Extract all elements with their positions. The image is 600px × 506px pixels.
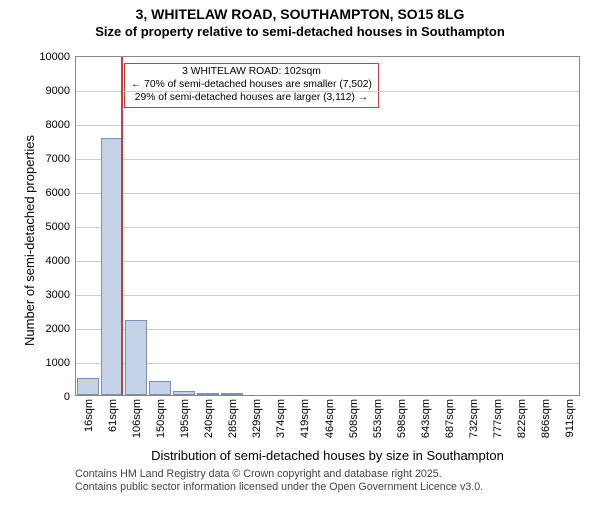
histogram-bar	[197, 393, 219, 395]
annotation-line-1: 3 WHITELAW ROAD: 102sqm	[131, 66, 372, 79]
gridline	[76, 363, 579, 364]
chart-title: 3, WHITELAW ROAD, SOUTHAMPTON, SO15 8LG	[0, 6, 600, 22]
plot-area: 3 WHITELAW ROAD: 102sqm ← 70% of semi-de…	[75, 56, 580, 396]
xtick-label: 329sqm	[251, 399, 263, 438]
xtick-label: 643sqm	[420, 399, 432, 438]
histogram-bar	[149, 381, 171, 395]
xtick-label: 16sqm	[83, 399, 95, 432]
xtick-label: 911sqm	[564, 399, 576, 437]
chart-container: 3, WHITELAW ROAD, SOUTHAMPTON, SO15 8LG …	[0, 6, 600, 506]
ytick-label: 7000	[46, 153, 76, 165]
chart-subtitle: Size of property relative to semi-detach…	[0, 24, 600, 39]
gridline	[76, 125, 579, 126]
xtick-label: 419sqm	[299, 399, 311, 438]
ytick-label: 0	[64, 391, 76, 403]
xtick-label: 822sqm	[516, 399, 528, 438]
xtick-label: 374sqm	[275, 399, 287, 438]
xtick-label: 598sqm	[396, 399, 408, 438]
ytick-label: 1000	[46, 357, 76, 369]
gridline	[76, 261, 579, 262]
xtick-label: 732sqm	[468, 399, 480, 438]
ytick-label: 10000	[39, 51, 76, 63]
ytick-label: 5000	[46, 221, 76, 233]
ytick-label: 6000	[46, 187, 76, 199]
footnote: Contains HM Land Registry data © Crown c…	[75, 468, 483, 494]
annotation-line-3: 29% of semi-detached houses are larger (…	[131, 92, 372, 105]
xtick-label: 150sqm	[155, 399, 167, 438]
gridline	[76, 91, 579, 92]
ytick-label: 3000	[46, 289, 76, 301]
xtick-label: 687sqm	[444, 399, 456, 438]
x-axis-label: Distribution of semi-detached houses by …	[75, 448, 580, 463]
footnote-line-1: Contains HM Land Registry data © Crown c…	[75, 468, 483, 481]
gridline	[76, 193, 579, 194]
gridline	[76, 329, 579, 330]
xtick-label: 106sqm	[131, 399, 143, 438]
ytick-label: 9000	[46, 85, 76, 97]
gridline	[76, 227, 579, 228]
histogram-bar	[125, 320, 147, 395]
xtick-label: 464sqm	[324, 399, 336, 438]
histogram-bar	[101, 138, 123, 395]
xtick-label: 240sqm	[203, 399, 215, 438]
histogram-bar	[173, 391, 195, 395]
y-axis-label: Number of semi-detached properties	[22, 135, 37, 346]
annotation-line-2: ← 70% of semi-detached houses are smalle…	[131, 79, 372, 92]
property-marker-line	[121, 57, 123, 395]
histogram-bar	[77, 378, 99, 395]
gridline	[76, 295, 579, 296]
gridline	[76, 159, 579, 160]
ytick-label: 2000	[46, 323, 76, 335]
xtick-label: 553sqm	[372, 399, 384, 438]
xtick-label: 777sqm	[492, 399, 504, 438]
xtick-label: 508sqm	[348, 399, 360, 438]
histogram-bar	[221, 393, 243, 395]
ytick-label: 4000	[46, 255, 76, 267]
xtick-label: 866sqm	[540, 399, 552, 438]
annotation-box: 3 WHITELAW ROAD: 102sqm ← 70% of semi-de…	[124, 63, 379, 108]
xtick-label: 195sqm	[179, 399, 191, 438]
xtick-label: 285sqm	[227, 399, 239, 438]
footnote-line-2: Contains public sector information licen…	[75, 481, 483, 494]
xtick-label: 61sqm	[107, 399, 119, 432]
ytick-label: 8000	[46, 119, 76, 131]
